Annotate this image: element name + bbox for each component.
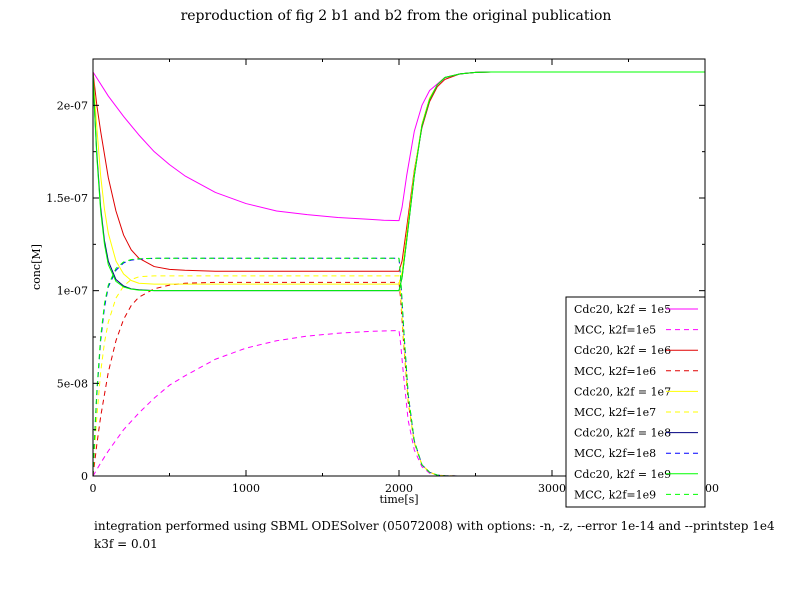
series-line-1 — [93, 330, 705, 476]
caption-line-1: integration performed using SBML ODESolv… — [94, 519, 775, 533]
x-tick-label: 3000 — [538, 482, 566, 495]
series-line-9 — [93, 257, 705, 476]
legend-label: MCC, k2f=1e5 — [574, 324, 656, 337]
caption-line-2: k3f = 0.01 — [94, 537, 158, 551]
legend-label: Cdc20, k2f = 1e6 — [574, 344, 671, 357]
series-line-0 — [93, 71, 705, 222]
chart-title: reproduction of fig 2 b1 and b2 from the… — [180, 8, 612, 24]
series-line-4 — [93, 71, 705, 285]
series-layer — [93, 71, 705, 476]
y-tick-label: 0 — [81, 470, 88, 483]
legend-label: MCC, k2f=1e9 — [574, 488, 656, 501]
legend-label: MCC, k2f=1e6 — [574, 365, 656, 378]
legend-label: MCC, k2f=1e7 — [574, 406, 656, 419]
series-line-8 — [93, 71, 705, 292]
legend-label: MCC, k2f=1e8 — [574, 447, 656, 460]
legend-label: Cdc20, k2f = 1e8 — [574, 427, 671, 440]
x-tick-label: 1000 — [232, 482, 260, 495]
x-tick-label: 2000 — [385, 482, 413, 495]
legend-box — [565, 296, 706, 508]
legend: Cdc20, k2f = 1e5 MCC, k2f=1e5 Cdc20, k2f =… — [565, 296, 706, 508]
x-axis-label: time[s] — [379, 493, 418, 506]
legend-label: Cdc20, k2f = 1e9 — [574, 468, 671, 481]
y-tick-label: 5e-08 — [57, 377, 88, 390]
y-tick-label: 1e-07 — [57, 285, 88, 298]
x-tick-label: 0 — [90, 482, 97, 495]
y-axis-label: conc[M] — [30, 244, 43, 290]
legend-label: Cdc20, k2f = 1e7 — [574, 385, 671, 398]
series-line-3 — [93, 281, 705, 476]
legend-label: Cdc20, k2f = 1e5 — [574, 303, 671, 316]
y-tick-label: 1.5e-07 — [46, 192, 88, 205]
series-line-2 — [93, 71, 705, 272]
y-tick-label: 2e-07 — [57, 99, 88, 112]
